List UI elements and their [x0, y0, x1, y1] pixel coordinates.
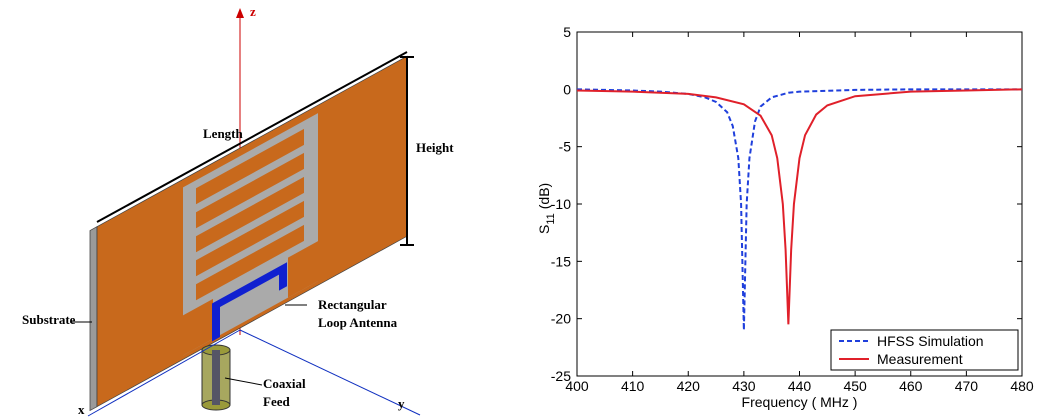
x-tick-label: 460: [899, 378, 923, 394]
plot-frame: [577, 32, 1022, 376]
y-tick-label: -25: [551, 368, 571, 384]
y-tick-label: 0: [563, 81, 571, 97]
substrate-edge: [90, 227, 97, 411]
legend-label: Measurement: [877, 351, 963, 367]
z-arrow: [236, 8, 244, 18]
dimension-label: Length: [203, 126, 244, 141]
y-tick-label: 5: [563, 24, 571, 40]
y-tick-label: -20: [551, 311, 571, 327]
part-label: Feed: [263, 394, 290, 409]
part-label: Loop Antenna: [318, 315, 398, 330]
part-label: Coaxial: [263, 376, 306, 391]
y-axis-label-part: (dB): [536, 183, 552, 209]
axis-label: z: [250, 4, 256, 19]
x-tick-label: 480: [1010, 378, 1034, 394]
dimension-label: Height: [416, 140, 454, 155]
coax-inner: [212, 350, 220, 405]
antenna-diagram: z x y Length Height Substrate Rectangula…: [22, 4, 454, 417]
y-axis-label-part: S: [536, 225, 552, 234]
x-tick-label: 420: [677, 378, 701, 394]
figure: z x y Length Height Substrate Rectangula…: [0, 0, 1037, 420]
y-tick-label: -5: [559, 139, 572, 155]
x-tick-label: 410: [621, 378, 645, 394]
axis-label: x: [78, 402, 85, 417]
antenna-board: [90, 56, 407, 410]
part-label: Substrate: [22, 312, 76, 327]
series-line: [577, 89, 1022, 324]
series-line: [577, 89, 1022, 330]
y-tick-label: -15: [551, 253, 571, 269]
y-tick-label: -10: [551, 196, 571, 212]
x-tick-label: 430: [732, 378, 756, 394]
x-axis-label: Frequency ( MHz ): [742, 394, 858, 410]
leader-line: [225, 378, 262, 385]
x-tick-label: 470: [955, 378, 979, 394]
x-tick-label: 450: [843, 378, 867, 394]
y-axis-label-part: 11: [545, 213, 557, 224]
part-label: Rectangular: [318, 297, 387, 312]
axis-label: y: [398, 396, 405, 411]
x-tick-label: 440: [788, 378, 812, 394]
legend-label: HFSS Simulation: [877, 333, 984, 349]
